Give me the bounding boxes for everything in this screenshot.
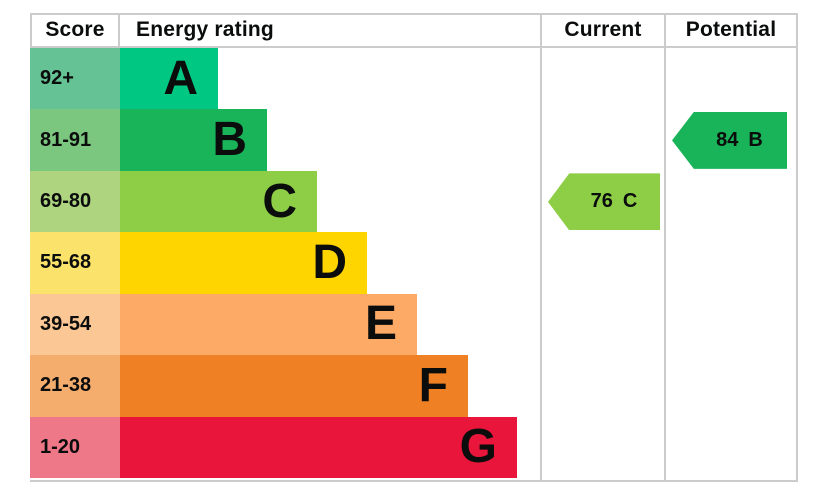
potential-header: Potential [685,17,777,41]
potential-grade-letter: B [748,128,763,151]
rating-bar-f: F [120,355,468,417]
potential-column-border [664,13,666,482]
rating-bar-e: E [120,293,417,356]
score-range-label: 69-80 [30,170,120,233]
rating-letter: C [262,174,297,228]
rating-letter: A [163,51,198,105]
band-row-d: 55-68 D [30,232,798,294]
score-range-label: 39-54 [30,293,120,356]
current-score-value: 76 [590,190,613,213]
rating-bar-d: D [120,232,367,294]
table-top-border [30,13,798,15]
current-grade-letter: C [622,190,638,213]
current-arrow: 76 C [548,173,660,231]
bands: 92+ A 81-91 B 69-80 C 55-68 D 39-54 E 21-38 F 1-20 G [30,48,798,478]
rating-letter: D [312,235,347,289]
potential-score-value: 84 [716,128,739,151]
rating-bar-c: C [120,170,317,233]
current-column-border [540,13,542,482]
table-bottom-border [30,480,798,482]
band-row-f: 21-38 F [30,355,798,417]
rating-letter: F [418,358,448,412]
header-bottom-border [30,46,798,48]
score-range-label: 92+ [30,48,120,110]
rating-bar-b: B [120,109,267,171]
score-header: Score [45,17,105,41]
band-row-e: 39-54 E [30,293,798,356]
score-range-label: 21-38 [30,355,120,417]
rating-bar-a: A [120,48,218,110]
potential-arrow: 84 B [672,111,787,169]
rating-letter: G [459,420,497,474]
table-right-border [796,13,798,482]
band-row-c: 69-80 C [30,170,798,233]
band-row-a: 92+ A [30,48,798,110]
rating-bar-g: G [120,416,517,478]
energy-rating-header: Energy rating [136,17,274,41]
score-range-label: 55-68 [30,232,120,294]
score-column-right-border [118,13,120,48]
score-column-left-border [30,13,32,48]
rating-letter: B [212,113,247,167]
rating-letter: E [364,297,397,351]
band-row-g: 1-20 G [30,416,798,478]
score-range-label: 81-91 [30,109,120,171]
current-header: Current [564,17,642,41]
score-range-label: 1-20 [30,416,120,478]
band-row-b: 81-91 B [30,109,798,171]
